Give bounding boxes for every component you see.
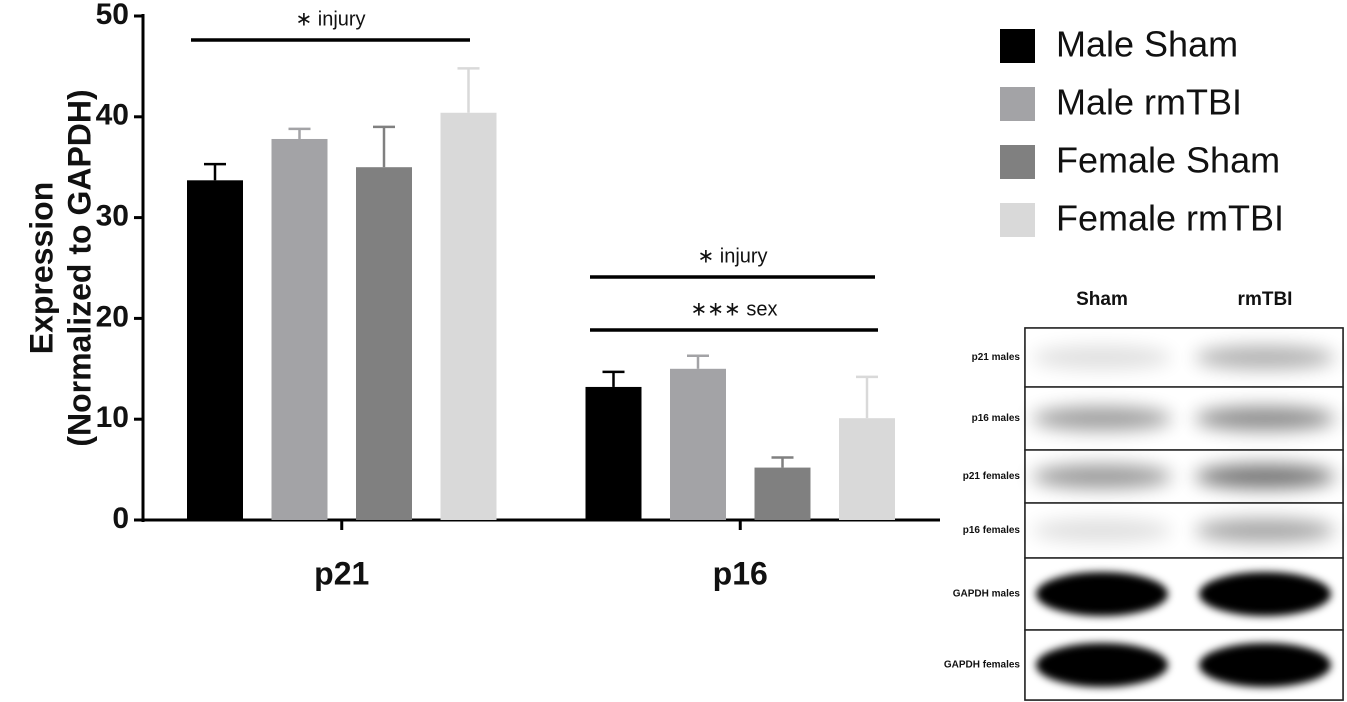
blot-band bbox=[1032, 464, 1172, 489]
y-tick-label: 40 bbox=[96, 99, 129, 132]
x-tick-label: p21 bbox=[314, 555, 369, 591]
y-tick-label: 50 bbox=[96, 0, 129, 31]
annotation: ∗∗∗ sex bbox=[691, 298, 778, 320]
bar bbox=[271, 138, 328, 520]
legend-swatch bbox=[1000, 145, 1035, 179]
blot-band bbox=[1032, 406, 1172, 431]
blot-band bbox=[1195, 464, 1335, 489]
y-axis-label: (Normalized to GAPDH) bbox=[61, 89, 97, 446]
blot-band bbox=[1195, 406, 1335, 431]
legend-swatch bbox=[1000, 29, 1035, 63]
bar bbox=[585, 386, 642, 520]
blot-row-label: p21 females bbox=[963, 471, 1021, 482]
blot-row-label: p16 females bbox=[963, 525, 1021, 536]
blot-band bbox=[1195, 518, 1335, 543]
legend-label: Female Sham bbox=[1056, 140, 1280, 181]
y-axis-label: Expression bbox=[23, 182, 59, 355]
legend-label: Male Sham bbox=[1056, 24, 1238, 65]
legend-label: Female rmTBI bbox=[1056, 198, 1284, 239]
bar bbox=[187, 180, 243, 520]
blot-row-label: p16 males bbox=[972, 413, 1021, 424]
x-tick-label: p16 bbox=[713, 555, 768, 591]
bar bbox=[839, 418, 895, 520]
annotation: ∗ injury bbox=[295, 8, 365, 30]
blot-column-label: rmTBI bbox=[1238, 289, 1293, 310]
blot-band bbox=[1199, 643, 1331, 687]
annotation: ∗ injury bbox=[697, 245, 767, 267]
y-tick-label: 20 bbox=[96, 300, 129, 333]
blot-column-label: Sham bbox=[1076, 289, 1128, 310]
legend-swatch bbox=[1000, 203, 1035, 237]
bar bbox=[670, 368, 726, 520]
blot-band bbox=[1195, 345, 1335, 370]
y-tick-label: 10 bbox=[96, 401, 129, 434]
blot-band bbox=[1032, 518, 1172, 543]
blot-row-label: p21 males bbox=[972, 352, 1021, 363]
blot-band bbox=[1032, 345, 1172, 370]
legend-label: Male rmTBI bbox=[1056, 82, 1242, 123]
blot-band bbox=[1036, 643, 1168, 687]
bar bbox=[356, 167, 412, 520]
y-tick-label: 30 bbox=[96, 200, 129, 233]
bar bbox=[754, 467, 811, 520]
blot-band bbox=[1036, 572, 1168, 616]
legend-swatch bbox=[1000, 87, 1035, 121]
blot-band bbox=[1199, 572, 1331, 616]
blot-row-label: GAPDH females bbox=[944, 660, 1021, 671]
bar bbox=[440, 112, 497, 520]
blot-row-label: GAPDH males bbox=[953, 589, 1021, 600]
y-tick-label: 0 bbox=[112, 502, 129, 535]
